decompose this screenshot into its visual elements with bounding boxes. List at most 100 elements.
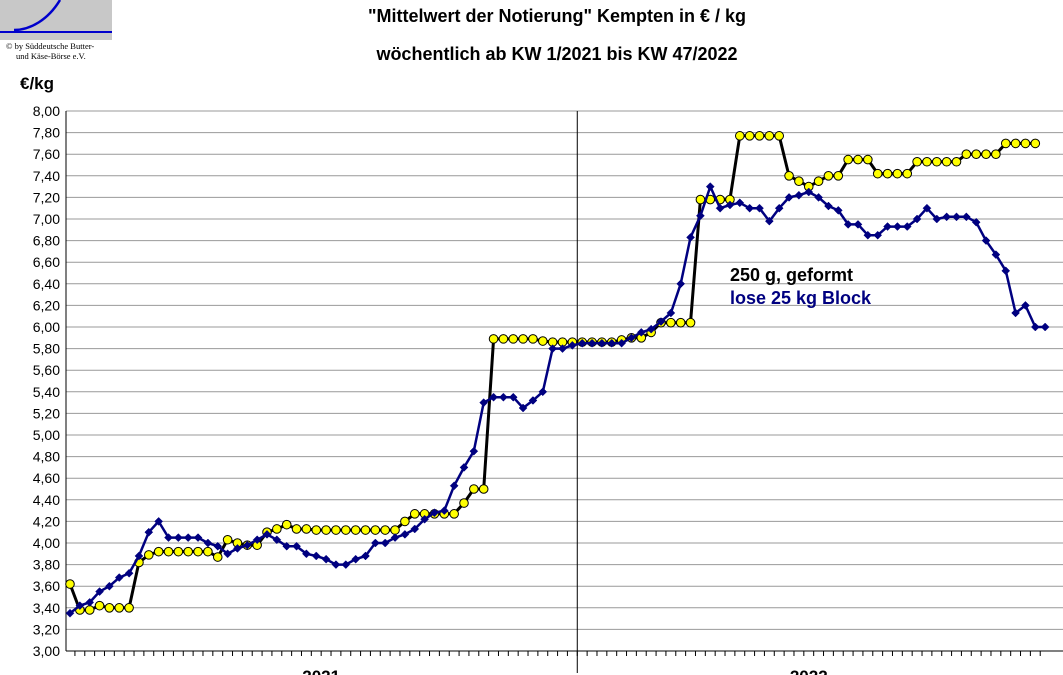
data-point <box>173 546 184 557</box>
data-point <box>252 535 262 545</box>
data-point <box>961 149 972 159</box>
data-point <box>784 171 794 181</box>
data-point <box>351 554 361 564</box>
data-point <box>233 544 242 553</box>
y-tick-label: 8,00 <box>33 103 60 119</box>
data-point <box>183 533 193 542</box>
data-point <box>75 601 85 610</box>
data-point <box>154 517 164 526</box>
y-tick-label: 3,80 <box>33 557 60 573</box>
data-point <box>410 524 420 534</box>
data-point <box>971 149 982 159</box>
data-point <box>725 200 735 210</box>
data-point <box>666 308 676 318</box>
data-point <box>912 214 922 224</box>
y-tick-label: 3,40 <box>33 600 60 616</box>
data-point <box>607 338 617 348</box>
data-point <box>843 220 853 229</box>
data-point <box>636 328 646 337</box>
data-point <box>902 168 913 179</box>
data-point <box>1000 138 1011 149</box>
legend-entry-250g-geformt: 250 g, geformt <box>730 265 853 285</box>
data-point <box>153 546 164 557</box>
data-point <box>193 533 203 542</box>
data-point <box>666 317 676 328</box>
data-point <box>469 484 479 494</box>
data-point <box>370 538 380 548</box>
series-markers-0 <box>65 131 1041 615</box>
data-point <box>696 211 705 221</box>
data-point <box>94 600 105 611</box>
data-point <box>430 508 439 518</box>
data-point <box>764 131 775 141</box>
data-point <box>794 176 804 186</box>
data-point <box>893 222 902 231</box>
data-point <box>380 525 391 535</box>
data-point <box>439 506 449 515</box>
data-point <box>459 463 469 472</box>
data-point <box>508 334 519 344</box>
data-point <box>311 525 322 535</box>
data-point <box>804 187 814 197</box>
data-point <box>272 535 282 545</box>
data-point <box>390 525 400 535</box>
data-point <box>883 222 892 231</box>
data-point <box>341 525 351 535</box>
data-point <box>1040 322 1050 332</box>
year-labels: 2021 2022 <box>302 667 827 675</box>
data-point <box>863 154 873 165</box>
data-point <box>203 546 213 557</box>
data-point <box>784 193 794 202</box>
data-point <box>961 212 971 222</box>
data-point <box>951 156 962 167</box>
data-point <box>65 608 75 618</box>
data-point <box>499 392 508 402</box>
y-tick-label: 7,80 <box>33 125 60 141</box>
y-tick-label: 6,40 <box>33 276 60 292</box>
data-point <box>85 598 95 607</box>
data-point <box>991 250 1001 259</box>
data-point <box>449 509 459 519</box>
data-point <box>991 149 1001 159</box>
data-point <box>272 524 282 534</box>
data-point <box>105 581 114 591</box>
data-point <box>794 190 804 200</box>
chart-title-line2: wöchentlich ab KW 1/2021 bis KW 47/2022 <box>375 44 737 64</box>
data-point <box>745 203 755 213</box>
data-point <box>981 236 991 245</box>
data-point <box>350 525 361 535</box>
data-point <box>144 550 154 560</box>
data-point <box>577 338 587 348</box>
data-point <box>538 387 548 397</box>
y-axis-label: €/kg <box>20 74 54 93</box>
axes <box>65 111 1063 673</box>
y-tick-label: 4,80 <box>33 449 60 465</box>
data-point <box>449 481 459 491</box>
data-point <box>754 131 765 141</box>
y-tick-label: 6,60 <box>33 254 60 270</box>
y-tick-label: 5,80 <box>33 341 60 357</box>
data-point <box>282 541 292 551</box>
data-point <box>686 233 695 242</box>
series-markers-1 <box>65 182 1050 618</box>
data-point <box>932 156 942 167</box>
data-point <box>193 546 203 557</box>
y-tick-label: 5,40 <box>33 384 60 400</box>
data-point <box>843 154 853 165</box>
data-point <box>291 524 302 534</box>
y-tick-label: 6,20 <box>33 297 60 313</box>
logo-text-line2: und Käse-Börse e.V. <box>16 51 86 61</box>
data-point <box>813 176 824 186</box>
data-point <box>203 538 213 548</box>
data-point <box>164 533 173 542</box>
data-point <box>892 168 903 179</box>
data-point <box>183 546 193 557</box>
data-point <box>587 338 597 348</box>
year-label-2022: 2022 <box>790 667 828 675</box>
data-point <box>163 546 174 557</box>
data-point <box>469 446 479 456</box>
data-point <box>360 525 371 535</box>
y-tick-labels: 3,00 3,20 3,40 3,60 3,80 4,00 4,20 4,40 4,60 4,80… <box>33 103 60 659</box>
logo: © by Süddeutsche Butter- und Käse-Börse … <box>0 0 112 61</box>
data-point <box>479 398 489 407</box>
